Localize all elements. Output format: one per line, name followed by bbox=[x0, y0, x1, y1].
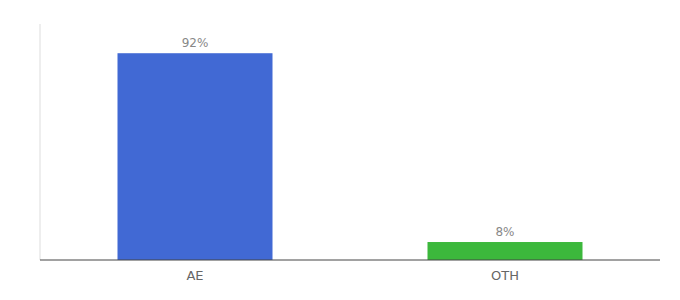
bars bbox=[118, 53, 583, 260]
chart-container: AE OTH 92% 8% bbox=[0, 0, 680, 300]
page: {"chart_data": {"type": "bar", "categori… bbox=[0, 0, 680, 300]
bar bbox=[428, 242, 583, 260]
chart-svg: AE OTH 92% 8% bbox=[0, 0, 680, 300]
data-label: 92% bbox=[182, 36, 209, 50]
x-axis-line bbox=[40, 260, 660, 261]
bar bbox=[118, 53, 273, 260]
y-axis-line bbox=[40, 24, 41, 260]
x-tick-label: OTH bbox=[491, 268, 519, 283]
x-tick-label: AE bbox=[186, 268, 203, 283]
data-label: 8% bbox=[495, 225, 514, 239]
